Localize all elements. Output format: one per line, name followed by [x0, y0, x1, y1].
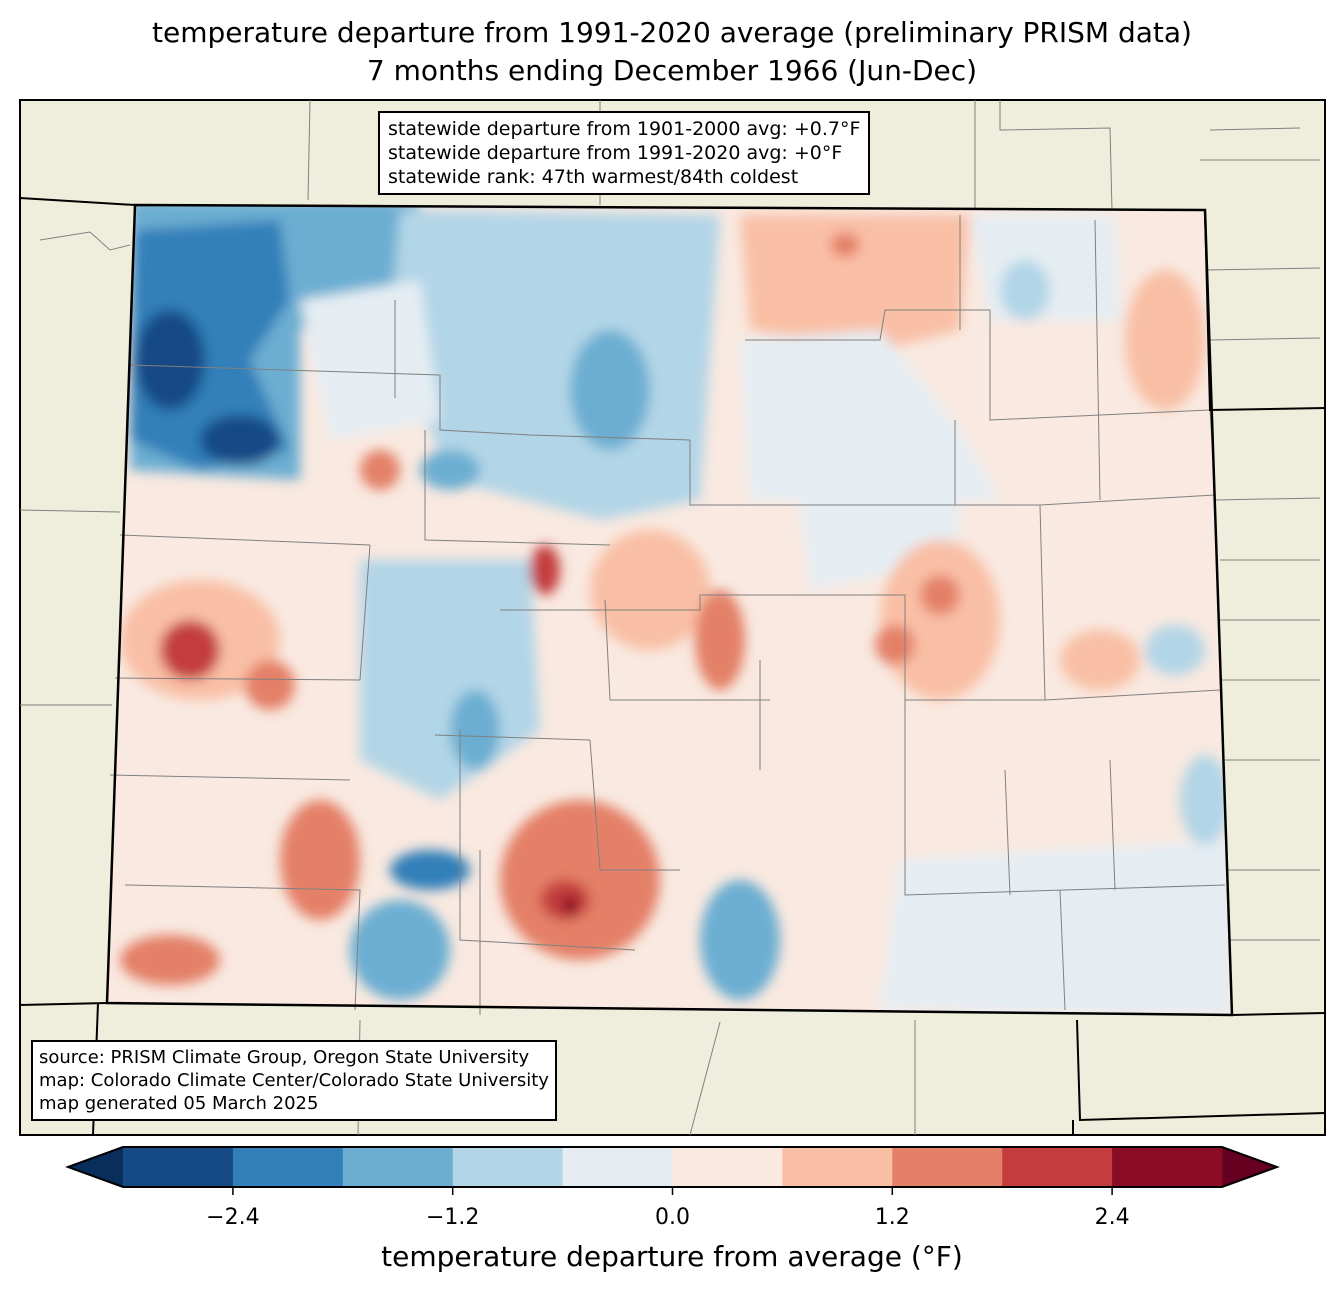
map-title: temperature departure from 1991-2020 ave… [152, 16, 1192, 49]
map-subtitle: 7 months ending December 1966 (Jun-Dec) [366, 54, 978, 87]
colorbar-under-extension [68, 1147, 123, 1187]
source-line: source: PRISM Climate Group, Oregon Stat… [39, 1047, 530, 1068]
statewide-stats-box: statewide departure from 1901-2000 avg: … [378, 111, 871, 195]
neighbor-county-lines [19, 99, 1321, 1136]
colorbar-segment [562, 1147, 673, 1187]
colorbar-segment [342, 1147, 454, 1187]
colorbar-segment [1002, 1147, 1113, 1187]
stats-line: statewide departure from 1991-2020 avg: … [388, 142, 843, 164]
stats-line: statewide rank: 47th warmest/84th coldes… [388, 166, 799, 188]
colorbar-over-extension [1222, 1147, 1277, 1187]
colorbar-outline [65, 1146, 1280, 1188]
colorbar-tick-label: 2.4 [1094, 1205, 1130, 1230]
source-line: map generated 05 March 2025 [39, 1093, 319, 1114]
colorbar-tick-label: 0.0 [655, 1205, 690, 1230]
colorbar-segment [672, 1147, 783, 1187]
colorbar-segment [1112, 1147, 1223, 1187]
colorbar-tick-label: −2.4 [206, 1205, 260, 1230]
source-line: map: Colorado Climate Center/Colorado St… [39, 1070, 549, 1091]
stats-line: statewide departure from 1901-2000 avg: … [388, 118, 861, 140]
colorbar-segment [892, 1147, 1003, 1187]
state-borders [19, 197, 1326, 1136]
source-box: source: PRISM Climate Group, Oregon Stat… [31, 1040, 557, 1121]
colorbar [65, 1146, 1280, 1195]
colorbar-segment [232, 1147, 344, 1187]
county-lines [109, 215, 1226, 1015]
colorbar-label: temperature departure from average (°F) [381, 1240, 963, 1273]
colorbar-tick-label: −1.2 [425, 1205, 480, 1230]
colorbar-tick-label: 1.2 [874, 1205, 910, 1230]
colorbar-segment [452, 1147, 564, 1187]
colorbar-segment [782, 1147, 893, 1187]
colorbar-segment [123, 1147, 234, 1187]
